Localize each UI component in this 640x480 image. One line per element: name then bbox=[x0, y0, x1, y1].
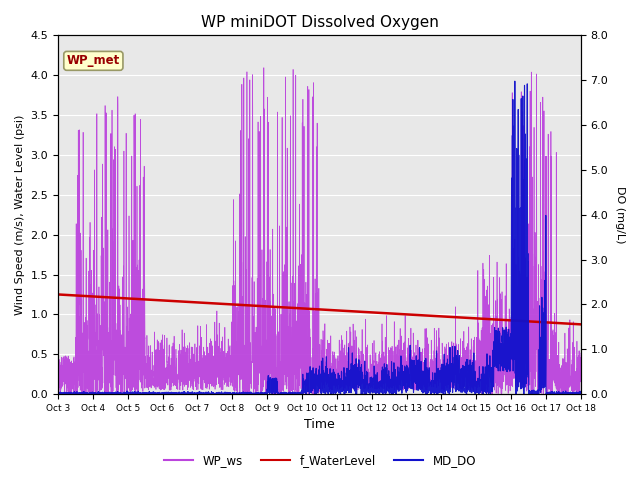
Legend: WP_ws, f_WaterLevel, MD_DO: WP_ws, f_WaterLevel, MD_DO bbox=[159, 449, 481, 472]
X-axis label: Time: Time bbox=[304, 419, 335, 432]
Y-axis label: DO (mg/L): DO (mg/L) bbox=[615, 186, 625, 243]
Title: WP miniDOT Dissolved Oxygen: WP miniDOT Dissolved Oxygen bbox=[200, 15, 438, 30]
Text: WP_met: WP_met bbox=[67, 54, 120, 67]
Y-axis label: Wind Speed (m/s), Water Level (psi): Wind Speed (m/s), Water Level (psi) bbox=[15, 115, 25, 315]
